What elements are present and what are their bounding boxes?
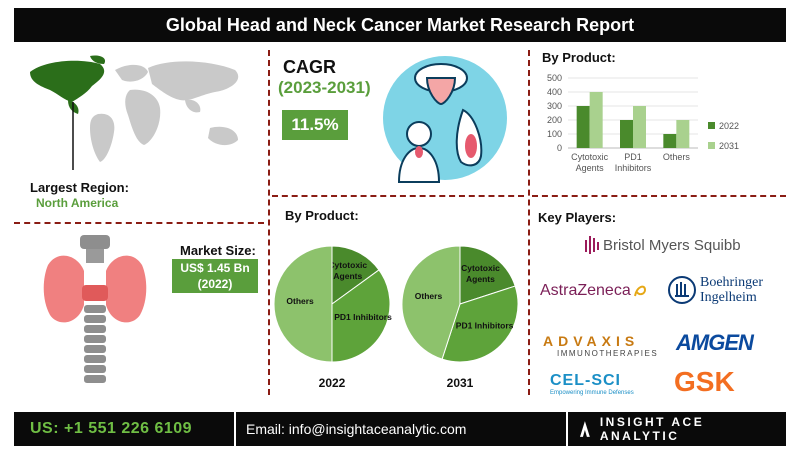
- advaxis-name: ADVAXIS: [543, 333, 640, 349]
- pie-slice-label: Agents: [466, 274, 495, 284]
- boehringer-name-2: Ingelheim: [700, 290, 757, 305]
- boehringer-name-1: Boehringer: [700, 275, 763, 290]
- region-value: North America: [36, 196, 119, 210]
- pie-slice: [273, 245, 333, 363]
- thyroid-illustration: [43, 235, 147, 383]
- advaxis-sub: IMMUNOTHERAPIES: [557, 349, 659, 358]
- bar-2022: [620, 120, 633, 148]
- market-size-label: Market Size:: [180, 243, 256, 258]
- footer-email[interactable]: Email: info@insightaceanalytic.com: [236, 412, 566, 446]
- pie-year-label: 2031: [447, 376, 474, 390]
- bar-category-label: Others: [663, 152, 691, 162]
- bar-2022: [663, 134, 677, 148]
- cagr-value: 11.5%: [282, 110, 348, 140]
- bar-2022: [576, 106, 590, 148]
- legend-label-2031: 2031: [719, 141, 739, 151]
- bar-y-tick: 300: [547, 101, 562, 111]
- market-size-year: (2022): [197, 277, 233, 291]
- key-players-heading: Key Players:: [538, 210, 617, 225]
- bar-category-label: PD1: [624, 152, 642, 162]
- bar-y-tick: 200: [547, 115, 562, 125]
- astrazeneca-swirl-icon: [633, 285, 646, 297]
- astrazeneca-name: AstraZeneca: [540, 282, 631, 299]
- bar-2031: [633, 106, 646, 148]
- bar-y-tick: 500: [547, 73, 562, 83]
- pie-slice: [441, 285, 519, 363]
- pie-slice-label: PD1 Inhibitors: [334, 312, 392, 322]
- divider-mid-h: [272, 195, 524, 197]
- region-label: Largest Region:: [30, 180, 129, 195]
- bar-2031: [589, 92, 603, 148]
- footer-brand-name: INSIGHT ACE ANALYTIC: [599, 415, 705, 443]
- pie-slice: [331, 269, 391, 363]
- advaxis-logo: ADVAXIS IMMUNOTHERAPIES: [543, 333, 658, 358]
- celsci-tagline: Empowering Immune Defenses: [550, 390, 634, 396]
- bar-heading: By Product:: [542, 50, 616, 65]
- legend-label-2022: 2022: [719, 121, 739, 131]
- pie-slice: [401, 245, 461, 360]
- bar-category-label: Inhibitors: [615, 163, 652, 173]
- legend-swatch-2031: [708, 142, 715, 149]
- bms-name: Bristol Myers Squibb: [603, 236, 741, 254]
- bar-category-label: Agents: [576, 163, 605, 173]
- bms-mark-icon: [585, 236, 599, 254]
- pie-slice-label: Cytotoxic: [328, 260, 367, 270]
- world-map: [30, 55, 239, 170]
- pie-heading: By Product:: [285, 208, 359, 223]
- market-size-box: US$ 1.45 Bn (2022): [172, 259, 258, 293]
- divider-left-h: [14, 222, 264, 224]
- celsci-name: CEL-SCI: [550, 372, 621, 389]
- pie-slice: [331, 245, 380, 305]
- pie-slice-label: Others: [286, 296, 314, 306]
- bar-y-tick: 0: [557, 143, 562, 153]
- bar-2031: [676, 120, 690, 148]
- page-title: Global Head and Neck Cancer Market Resea…: [14, 8, 786, 42]
- celsci-logo: CEL-SCI Empowering Immune Defenses: [550, 372, 634, 396]
- head-neck-illustration: [383, 56, 507, 183]
- footer-brand: INSIGHT ACE ANALYTIC: [568, 412, 786, 446]
- pie-slice-label: Cytotoxic: [461, 263, 500, 273]
- pie-year-label: 2022: [319, 376, 346, 390]
- pie-slice-label: Agents: [333, 271, 362, 281]
- divider-right: [528, 50, 530, 395]
- gsk-logo: GSK: [674, 366, 735, 397]
- cagr-label: CAGR: [283, 57, 336, 77]
- divider-right-h: [532, 195, 786, 197]
- bms-logo: Bristol Myers Squibb: [585, 236, 741, 254]
- pie-slice-label: PD1 Inhibitors: [456, 321, 514, 331]
- amgen-logo: AMGEN: [676, 330, 754, 355]
- market-size-value: US$ 1.45 Bn: [180, 261, 250, 275]
- boehringer-logo: Boehringer Ingelheim: [668, 275, 763, 305]
- legend-swatch-2022: [708, 122, 715, 129]
- pie-slice: [459, 245, 516, 305]
- astrazeneca-logo: AstraZeneca: [540, 282, 647, 300]
- bar-y-tick: 400: [547, 87, 562, 97]
- bar-y-tick: 100: [547, 129, 562, 139]
- boehringer-mark-icon: [668, 276, 696, 304]
- cagr-period: (2023-2031): [278, 78, 371, 97]
- brand-mark-icon: [580, 421, 590, 437]
- pie-slice-label: Others: [415, 291, 443, 301]
- divider-left: [268, 50, 270, 395]
- bar-category-label: Cytotoxic: [571, 152, 609, 162]
- footer-phone: US: +1 551 226 6109: [14, 412, 234, 446]
